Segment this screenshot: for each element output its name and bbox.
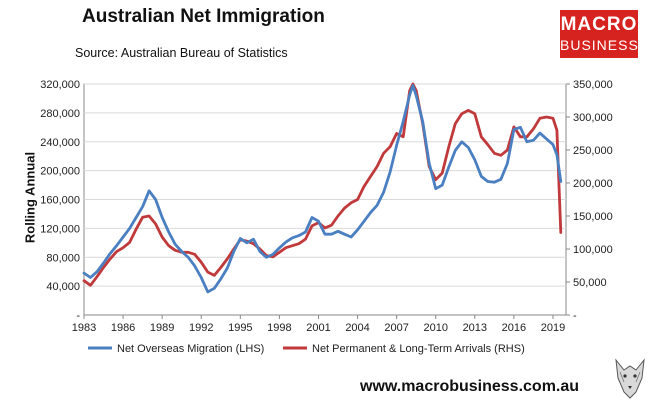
x-tick-label: 2001 bbox=[306, 322, 330, 334]
x-tick-label: 2016 bbox=[502, 322, 526, 334]
chart-title: Australian Net Immigration bbox=[82, 6, 325, 27]
site-url: www.macrobusiness.com.au bbox=[360, 378, 580, 395]
y-right-tick-label: 50,000 bbox=[573, 277, 607, 289]
x-tick-label: 1998 bbox=[267, 322, 291, 334]
legend-label: Net Overseas Migration (LHS) bbox=[117, 343, 264, 355]
x-tick-label: 2004 bbox=[345, 322, 369, 334]
series-line-net-overseas-migration bbox=[82, 84, 563, 294]
y-right-tick-label: 250,000 bbox=[573, 145, 613, 157]
legend-label: Net Permanent & Long-Term Arrivals (RHS) bbox=[312, 343, 525, 355]
y-right-tick-label: 200,000 bbox=[573, 178, 613, 190]
x-tick-label: 2010 bbox=[423, 322, 447, 334]
macrobusiness-logo: MACRO BUSINESS bbox=[560, 10, 638, 58]
x-tick-label: 2007 bbox=[384, 322, 408, 334]
x-tick-label: 1989 bbox=[150, 322, 174, 334]
x-tick-label: 1983 bbox=[72, 322, 96, 334]
y-right-tick-label: 150,000 bbox=[573, 211, 613, 223]
x-tick-label: 1995 bbox=[228, 322, 252, 334]
y-left-tick-label: 120,000 bbox=[40, 223, 80, 235]
x-tick-label: 1992 bbox=[189, 322, 213, 334]
y-left-tick-label: 240,000 bbox=[40, 137, 80, 149]
y-left-tick-label: - bbox=[76, 310, 80, 322]
logo-line-1: MACRO bbox=[560, 14, 638, 35]
chart-source: Source: Australian Bureau of Statistics bbox=[75, 46, 288, 60]
y-left-tick-label: 80,000 bbox=[46, 252, 80, 264]
x-tick-label: 1986 bbox=[111, 322, 135, 334]
y-left-tick-label: 200,000 bbox=[40, 166, 80, 178]
series-line-net-permanent-long-term-arrivals bbox=[82, 82, 563, 287]
logo-line-2: BUSINESS bbox=[560, 37, 639, 53]
y-right-tick-label: 100,000 bbox=[573, 244, 613, 256]
y-left-tick-label: 280,000 bbox=[40, 108, 80, 120]
x-tick-label: 2013 bbox=[463, 322, 487, 334]
wolf-logo-icon bbox=[615, 358, 645, 399]
y-left-tick-label: 320,000 bbox=[40, 79, 80, 91]
x-tick-label: 2019 bbox=[541, 322, 565, 334]
y-left-tick-label: 40,000 bbox=[46, 281, 80, 293]
y-right-tick-label: 300,000 bbox=[573, 112, 613, 124]
y-right-tick-label: - bbox=[573, 310, 577, 322]
y-right-tick-label: 350,000 bbox=[573, 79, 613, 91]
y-left-tick-label: 160,000 bbox=[40, 195, 80, 207]
